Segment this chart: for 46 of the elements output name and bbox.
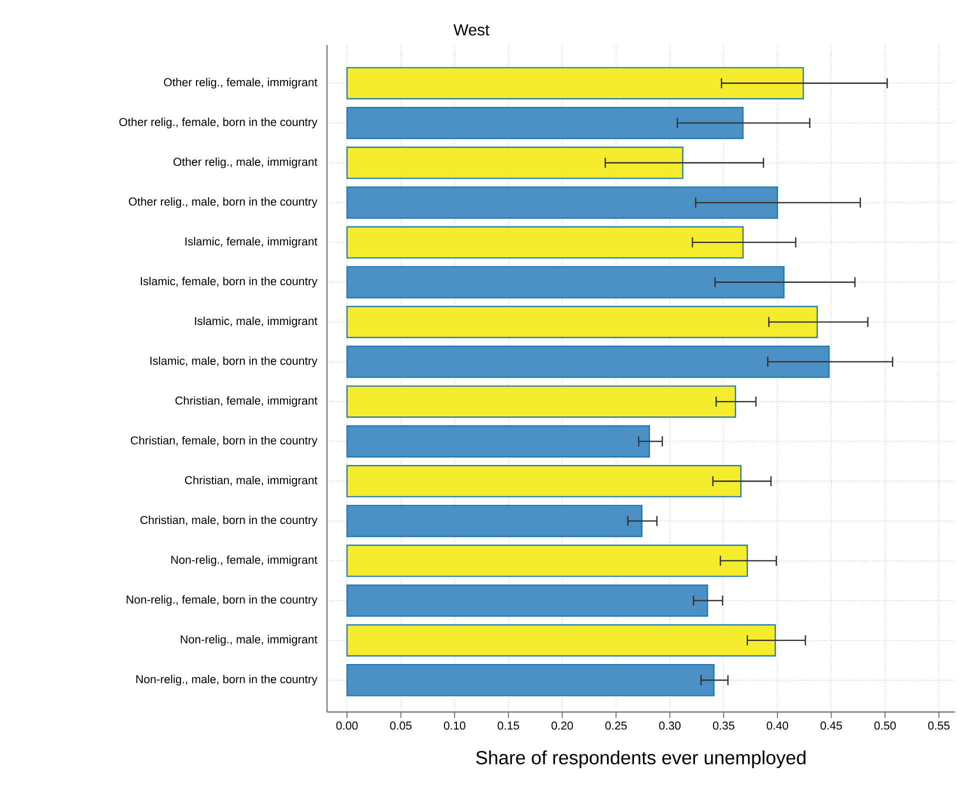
y-tick-label: Christian, male, born in the country: [140, 516, 318, 526]
bar: [346, 465, 742, 498]
y-tick-label: Islamic, female, born in the country: [140, 276, 318, 288]
x-tick-label: 0.05: [390, 722, 412, 730]
x-tick-label: 0.00: [336, 722, 358, 730]
x-tick-label: 0.55: [928, 722, 950, 730]
x-tick-label: 0.10: [444, 722, 466, 730]
bar: [346, 425, 650, 458]
bar: [346, 67, 804, 100]
bar: [346, 226, 744, 259]
y-tick-label: Islamic, male, born in the country: [150, 356, 318, 368]
y-tick-label: Non-relig., male, born in the country: [136, 674, 318, 686]
x-tick-label: 0.30: [659, 722, 681, 730]
x-tick-label: 0.45: [820, 722, 842, 730]
x-axis-title: Share of respondents ever unemployed: [476, 750, 806, 768]
y-tick-label: Other relig., male, born in the country: [128, 197, 318, 208]
chart-title: West: [453, 24, 490, 36]
bar: [346, 146, 684, 179]
x-tick-label: 0.20: [552, 722, 573, 730]
y-tick-label: Other relig., male, immigrant: [174, 157, 318, 168]
bar: [346, 346, 830, 378]
y-tick-label: Non-relig., female, born in the country: [126, 595, 318, 606]
bar: [346, 186, 778, 219]
y-tick-label: Non-relig., female, immigrant: [171, 555, 318, 566]
bar: [346, 624, 776, 656]
y-tick-label: Christian, female, immigrant: [175, 396, 318, 407]
bar: [346, 664, 715, 696]
y-tick-label: Non-relig., male, immigrant: [180, 635, 318, 646]
y-tick-label: Christian, female, born in the country: [130, 436, 318, 447]
y-tick-label: Other relig., female, born in the country: [119, 118, 318, 128]
bar: [346, 584, 708, 617]
y-tick-label: Other relig., female, immigrant: [164, 78, 318, 89]
bar: [346, 306, 818, 338]
bar: [346, 544, 748, 577]
y-tick-label: Christian, male, immigrant: [184, 476, 318, 487]
x-tick-label: 0.25: [605, 722, 627, 730]
bar: [346, 385, 736, 418]
bar: [346, 266, 785, 298]
x-tick-label: 0.35: [712, 722, 734, 730]
x-tick-label: 0.15: [498, 722, 520, 730]
y-tick-label: Islamic, male, immigrant: [195, 316, 318, 328]
x-tick-label: 0.40: [766, 722, 788, 730]
bar: [346, 106, 744, 140]
x-tick-label: 0.50: [874, 722, 896, 730]
bar: [346, 504, 642, 538]
y-tick-label: Islamic, female, immigrant: [185, 237, 318, 248]
